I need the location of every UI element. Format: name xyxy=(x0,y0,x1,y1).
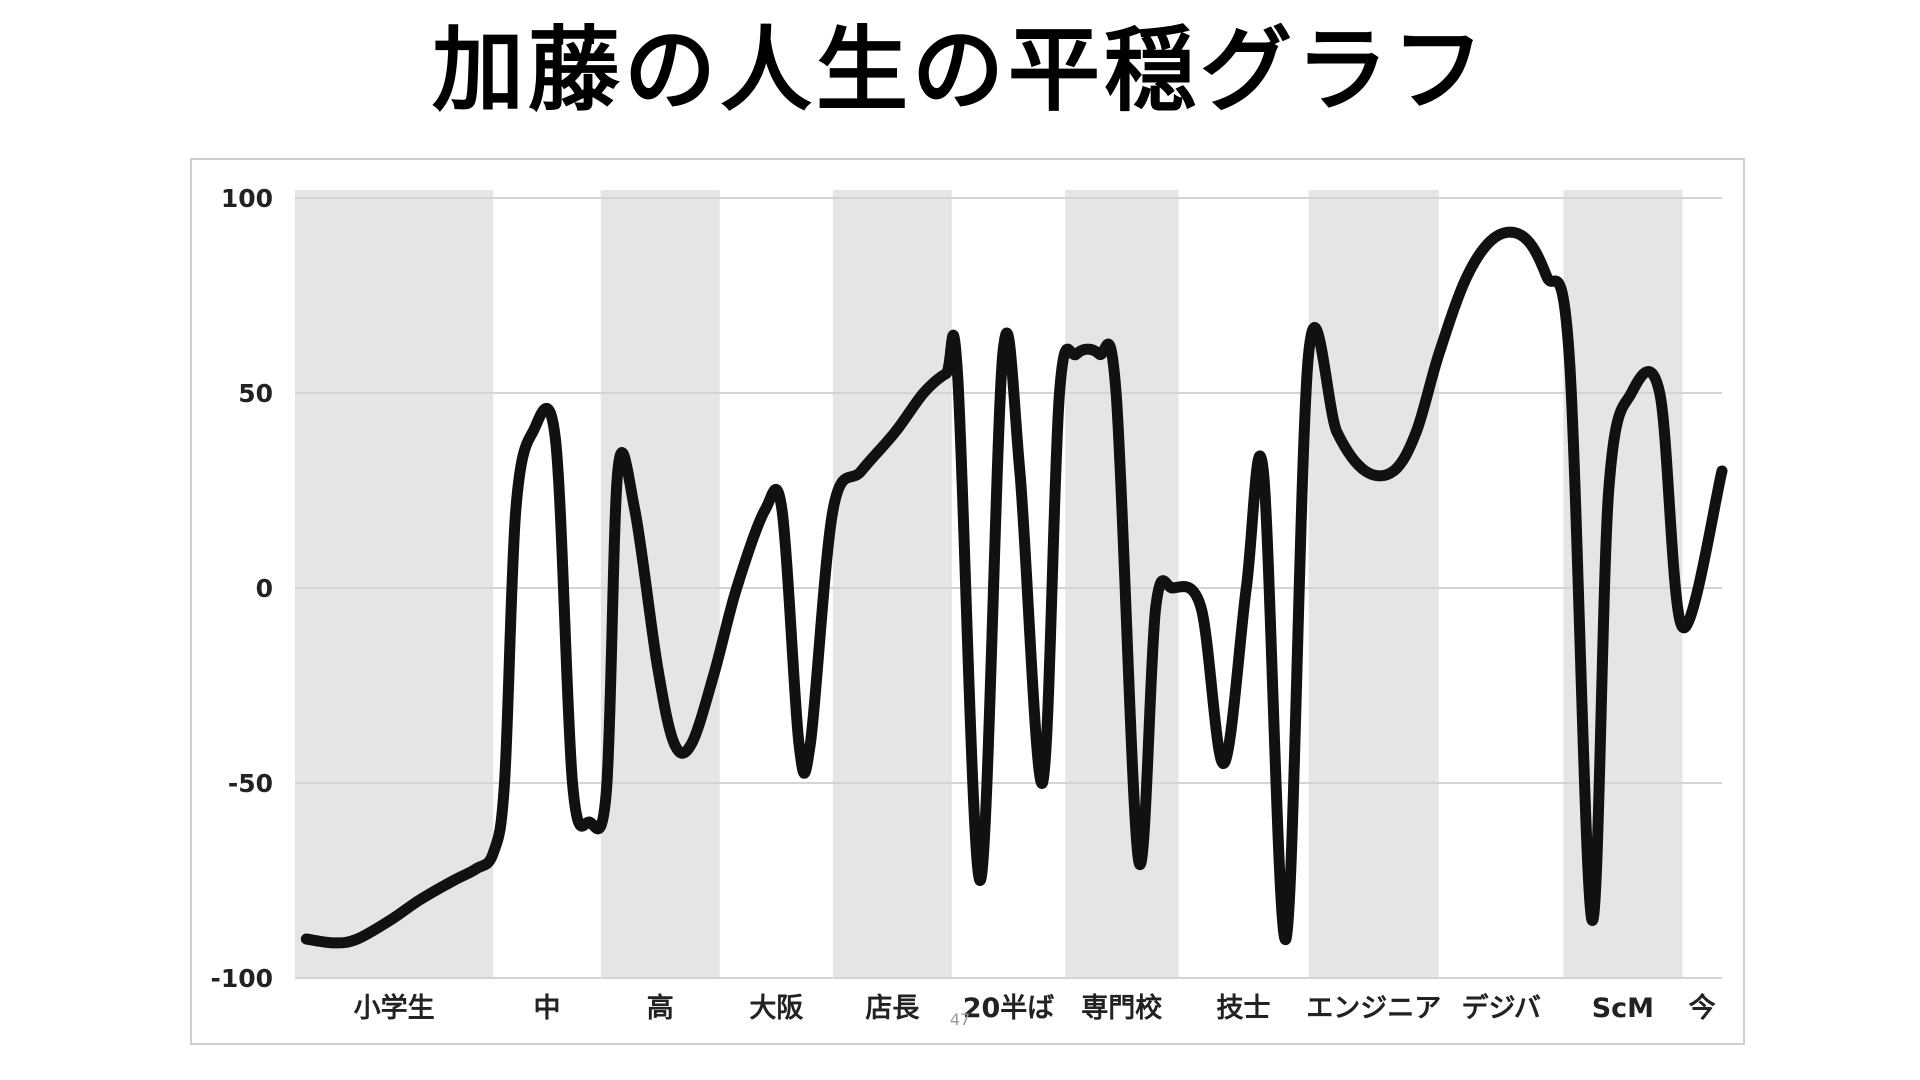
chart-frame: 100 50 0 -50 -100 小学生 中 高 大阪 店長 20半ば 専門校 技士 エンジニア デジバ… xyxy=(190,158,1745,1045)
line-chart: 100 50 0 -50 -100 小学生 中 高 大阪 店長 20半ば 専門校 技士 エンジニア デジバ… xyxy=(210,184,1728,1024)
series-line xyxy=(300,226,1728,949)
x-tick-label: 高 xyxy=(647,992,674,1024)
category-band xyxy=(295,190,494,978)
y-tick-label: -50 xyxy=(228,769,273,798)
x-tick-label: 店長 xyxy=(865,993,920,1024)
x-tick-label: 20半ば xyxy=(963,993,1055,1024)
x-tick-label: 今 xyxy=(1689,992,1716,1024)
x-tick-label: デジバ xyxy=(1461,992,1540,1024)
category-bands xyxy=(295,190,1683,978)
x-axis-categories: 小学生 中 高 大阪 店長 20半ば 専門校 技士 エンジニア デジバ ScM 今 xyxy=(354,992,1716,1024)
x-tick-label: 大阪 xyxy=(749,993,803,1024)
page-number: 47 xyxy=(949,1010,971,1029)
y-axis-ticks: 100 50 0 -50 -100 xyxy=(210,184,273,993)
category-band xyxy=(1308,190,1439,978)
x-tick-label: 技士 xyxy=(1217,993,1271,1024)
x-tick-label: 中 xyxy=(533,993,560,1024)
series-group xyxy=(300,226,1728,949)
x-tick-label: 小学生 xyxy=(354,992,435,1024)
category-band xyxy=(832,190,952,978)
category-band xyxy=(600,190,720,978)
y-tick-label: 50 xyxy=(238,379,273,408)
slide-title: 加藤の人生の平穏グラフ xyxy=(431,17,1488,124)
x-tick-label: ScM xyxy=(1592,993,1654,1024)
y-tick-label: -100 xyxy=(210,964,273,993)
y-tick-label: 100 xyxy=(221,184,273,213)
x-tick-label: エンジニア xyxy=(1306,993,1441,1024)
y-tick-label: 0 xyxy=(256,574,273,603)
x-tick-label: 専門校 xyxy=(1081,992,1162,1024)
